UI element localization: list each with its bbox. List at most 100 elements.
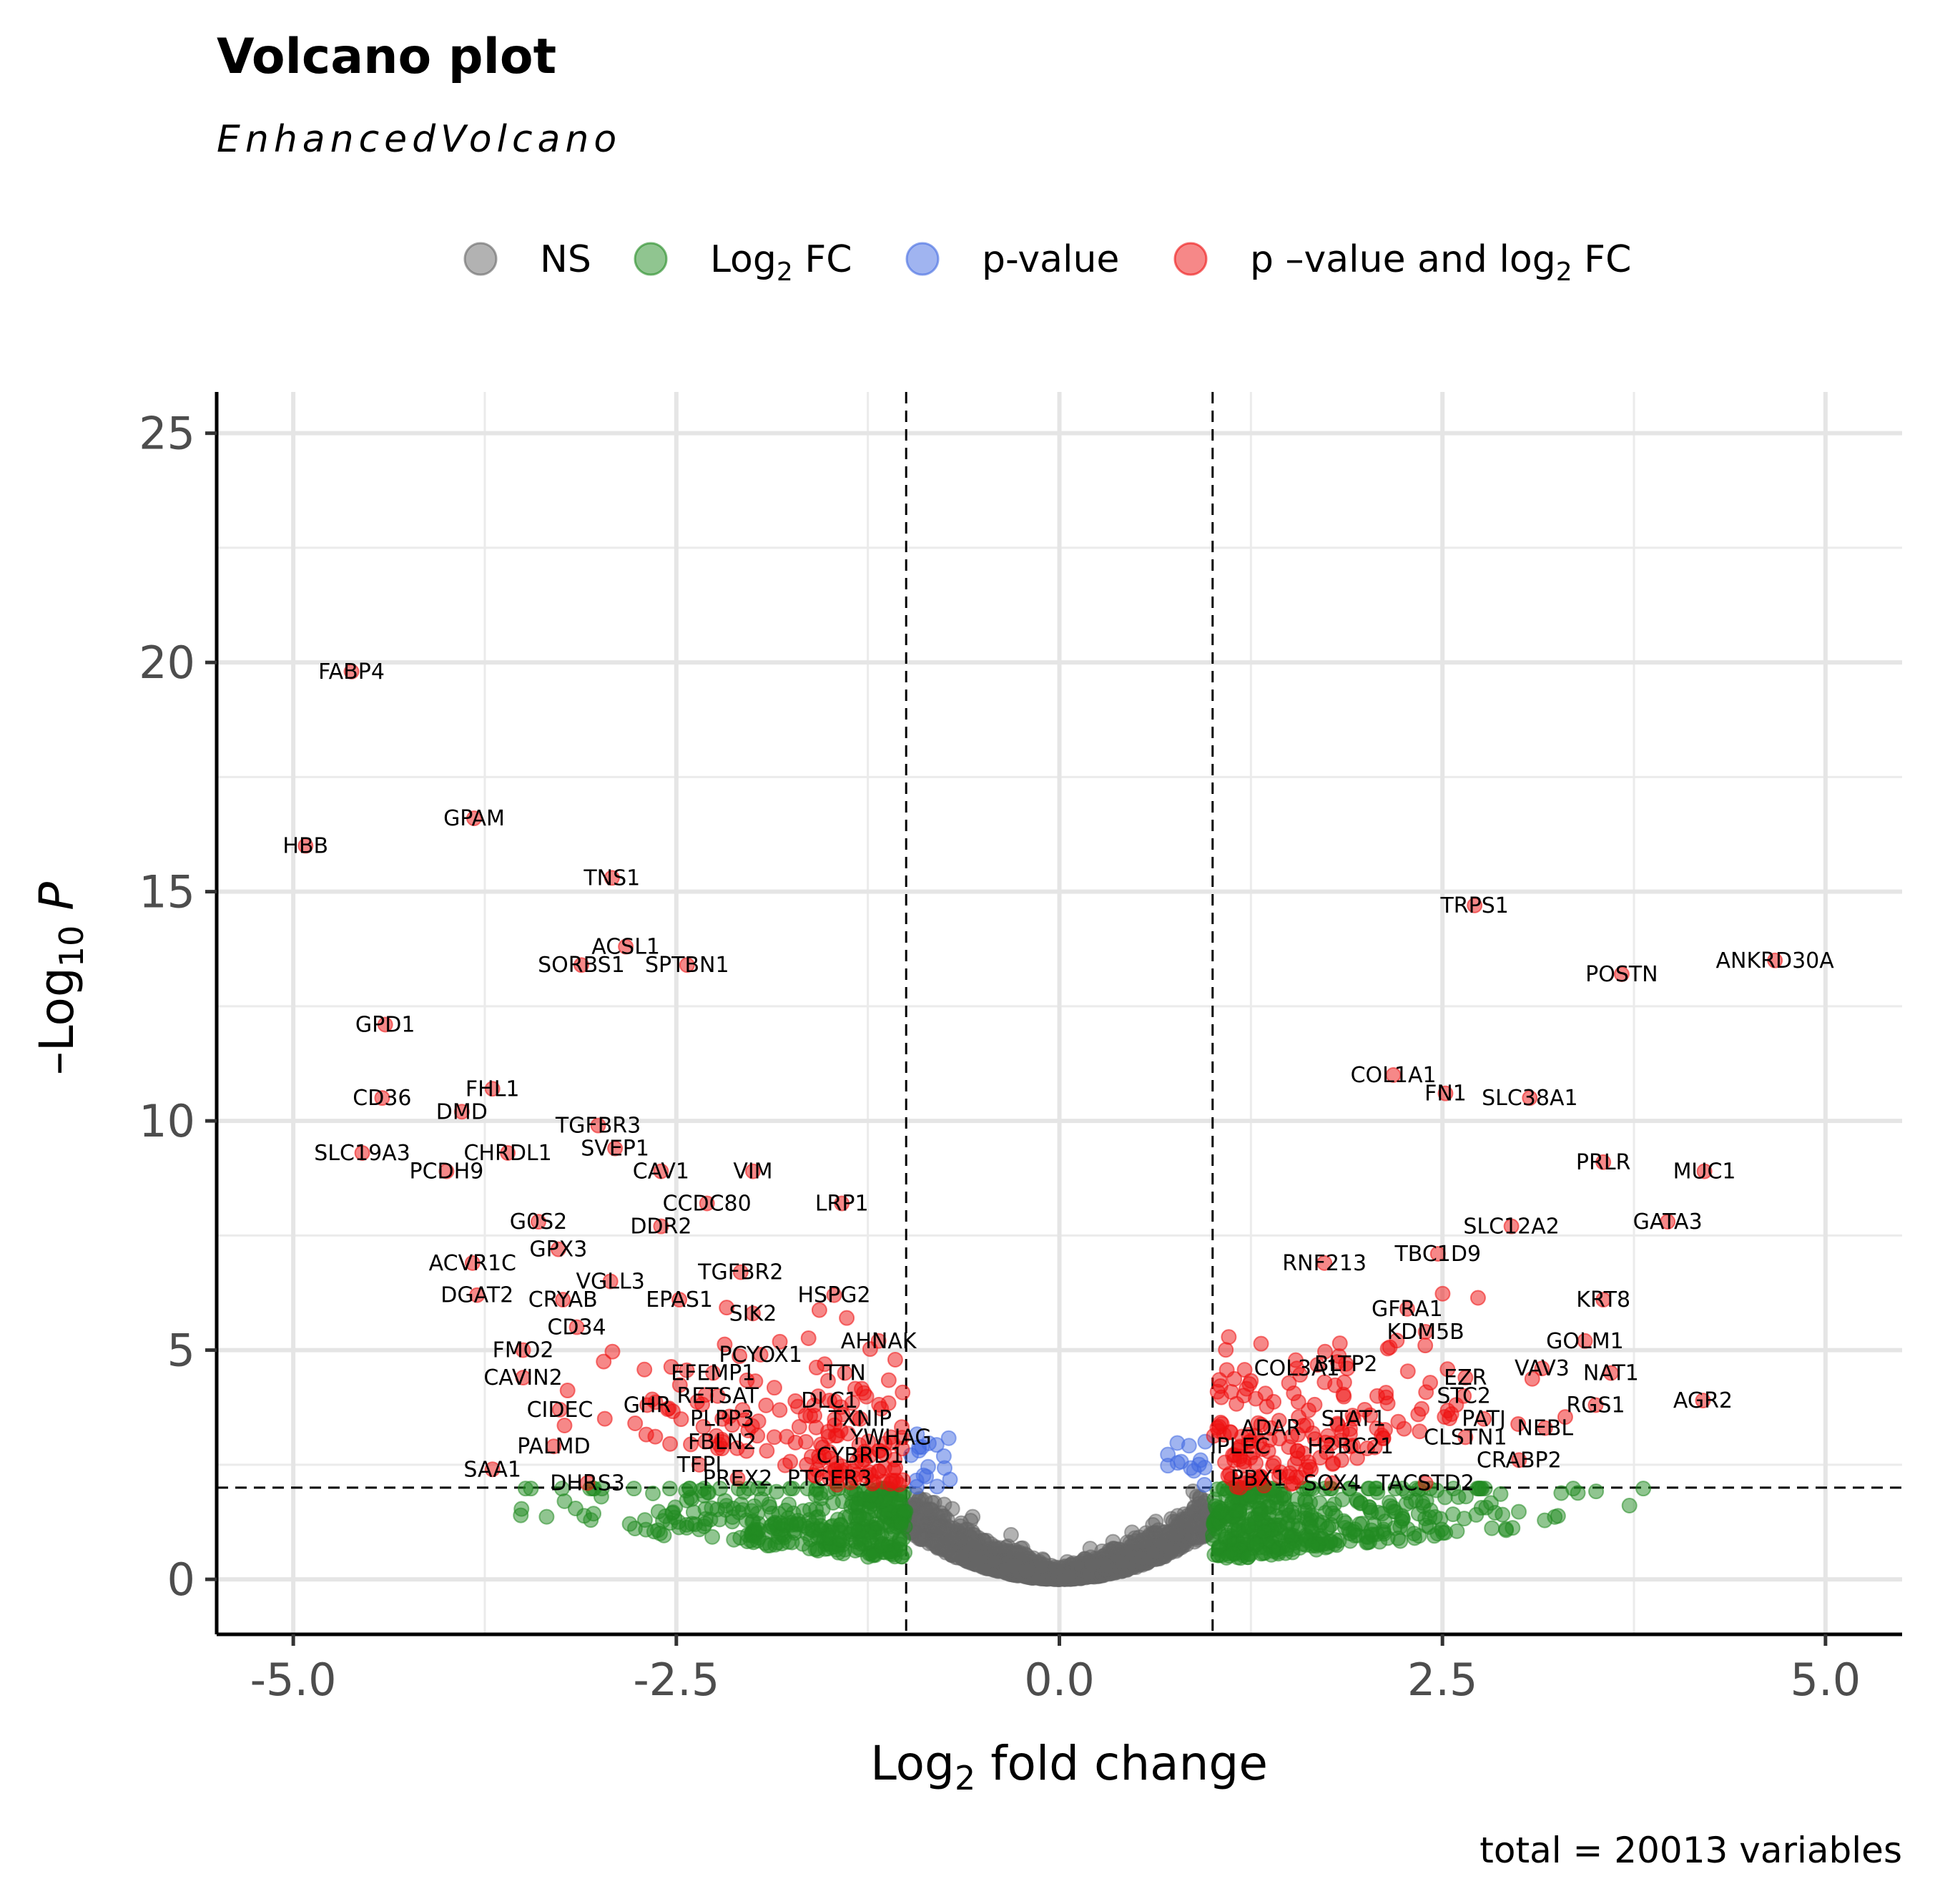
x-tick-label: 5.0 [1791, 1654, 1861, 1706]
data-point [607, 1140, 624, 1157]
data-point [1261, 1506, 1277, 1522]
gene-label: SOX4 [1304, 1471, 1361, 1496]
gene-label: AGR2 [1673, 1388, 1733, 1413]
data-point [887, 1351, 903, 1368]
gene-label: PRLR [1576, 1150, 1631, 1175]
y-tick-label: 15 [139, 866, 195, 918]
y-tick-label: 0 [167, 1554, 195, 1606]
data-point [653, 1218, 669, 1235]
data-point [1290, 1518, 1306, 1534]
data-point [1484, 1520, 1500, 1536]
data-point [1018, 1562, 1035, 1579]
data-point [717, 1493, 733, 1509]
data-point [1613, 966, 1630, 983]
data-point [1251, 1471, 1267, 1487]
data-point [636, 1361, 653, 1378]
data-point [920, 1458, 936, 1475]
data-point [724, 1508, 741, 1525]
data-point [573, 957, 589, 973]
data-point [1767, 952, 1783, 968]
data-point [1439, 1361, 1456, 1378]
gene-label: COL1A1 [1351, 1063, 1437, 1088]
data-point [1503, 1218, 1520, 1235]
data-point [1253, 1335, 1269, 1352]
data-point [1557, 1409, 1573, 1425]
data-point [638, 1426, 654, 1443]
data-point [745, 1534, 762, 1551]
data-point [732, 1348, 748, 1365]
data-point [515, 1370, 531, 1386]
data-point [811, 1302, 827, 1318]
data-point [1349, 1450, 1366, 1466]
gene-label: SPTBN1 [645, 953, 729, 978]
data-point [1437, 1489, 1453, 1506]
data-point [747, 1373, 764, 1390]
data-point [892, 1536, 908, 1553]
data-point [940, 1430, 957, 1446]
data-point [377, 1016, 393, 1033]
data-point [826, 1287, 842, 1303]
data-point [847, 1521, 863, 1538]
gene-label: GHR [624, 1393, 671, 1418]
gene-label: TXNIP [828, 1407, 892, 1432]
data-point [1471, 1481, 1487, 1497]
data-point [556, 1493, 573, 1509]
data-point [1456, 1388, 1472, 1404]
gene-label: H2BC21 [1307, 1434, 1394, 1459]
data-point [602, 1273, 619, 1290]
gene-label: GATA3 [1633, 1209, 1703, 1235]
gene-label: TTN [823, 1361, 866, 1386]
data-point [847, 1542, 864, 1559]
data-point [1510, 1416, 1527, 1433]
gene-label: CD34 [547, 1315, 606, 1340]
data-point [834, 1195, 850, 1212]
gene-label: STC2 [1437, 1384, 1491, 1409]
data-point [1324, 1435, 1340, 1451]
legend-key-fc [634, 242, 668, 276]
gene-label: ACSL1 [591, 935, 660, 960]
data-point [1084, 1556, 1101, 1573]
data-point [1352, 1495, 1369, 1511]
data-point [1524, 1370, 1540, 1387]
data-point [604, 1343, 621, 1360]
data-point [1183, 1518, 1200, 1535]
data-point [1316, 1255, 1333, 1271]
gene-label: CAVIN2 [483, 1365, 562, 1390]
data-point [1429, 1246, 1446, 1262]
gene-label: DLC1 [801, 1388, 858, 1413]
gene-label: PREX2 [703, 1466, 773, 1491]
points [297, 663, 1783, 1588]
data-point [661, 1400, 677, 1417]
data-point [1105, 1533, 1121, 1550]
data-point [1209, 1383, 1226, 1400]
gene-label: GPX3 [529, 1237, 587, 1262]
data-point [704, 1528, 721, 1545]
gene-label: FBLN2 [688, 1430, 757, 1455]
data-point [546, 1438, 562, 1455]
data-point [1324, 1475, 1340, 1491]
data-point [1240, 1549, 1256, 1566]
data-point [550, 1241, 566, 1257]
data-point [894, 1419, 910, 1436]
data-point [962, 1513, 979, 1529]
data-point [653, 1163, 669, 1179]
data-point [679, 1362, 695, 1378]
data-point [729, 1471, 746, 1487]
data-point [1240, 1518, 1256, 1535]
data-point [538, 1508, 555, 1525]
data-point [849, 1496, 865, 1512]
data-point [671, 1377, 688, 1393]
data-point [1550, 1508, 1566, 1524]
data-point [852, 1448, 868, 1464]
data-point [1695, 1393, 1711, 1409]
data-point [819, 1373, 836, 1389]
x-tick-label: 2.5 [1407, 1654, 1478, 1706]
data-point [870, 1333, 887, 1349]
data-point [855, 1511, 872, 1527]
data-point [1434, 1285, 1451, 1302]
data-point [966, 1533, 983, 1550]
data-point [729, 1440, 745, 1456]
gene-label: PBX1 [1231, 1466, 1286, 1491]
gene-label: PALMD [517, 1434, 590, 1459]
data-point [873, 1400, 890, 1417]
